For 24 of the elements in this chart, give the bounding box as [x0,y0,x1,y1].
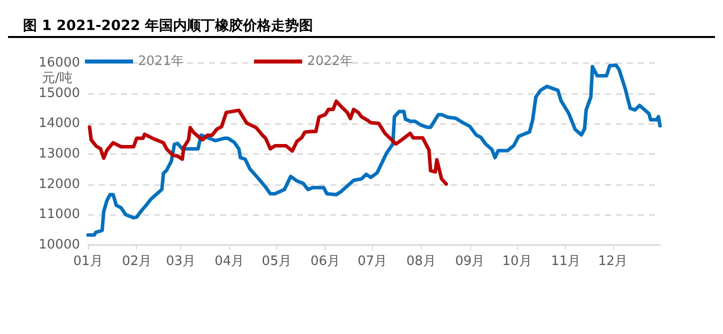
line-series [88,99,448,186]
x-tick-label: 12月 [598,254,628,269]
y-tick-label: 11000 [38,207,80,222]
x-tick-label: 09月 [455,254,485,269]
y-tick-label: 14000 [38,116,80,132]
x-tick-label: 11月 [550,254,580,269]
x-tick-label: 08月 [406,254,436,269]
y-tick-label: 15000 [38,86,80,101]
chart-title: 图 1 2021-2022 年国内顺丁橡胶价格走势图 [23,17,314,34]
x-tick-label: 04月 [214,254,244,269]
x-tick-label: 06月 [310,254,340,269]
legend-label: 2021年 [138,54,184,69]
y-tick-label: 10000 [38,238,80,252]
x-tick-label: 10月 [502,254,532,269]
x-tick-label: 02月 [122,254,152,269]
y-axis-title: 元/吨 [42,71,72,86]
x-tick-label: 03月 [166,254,196,269]
x-tick-label: 05月 [262,254,292,269]
y-tick-label: 13000 [38,146,80,162]
y-tick-label: 12000 [38,176,80,192]
x-tick-label: 01月 [73,254,103,269]
legend-label: 2022年 [307,54,354,69]
y-tick-label: 16000 [38,56,80,70]
x-tick-label: 07月 [358,254,388,269]
